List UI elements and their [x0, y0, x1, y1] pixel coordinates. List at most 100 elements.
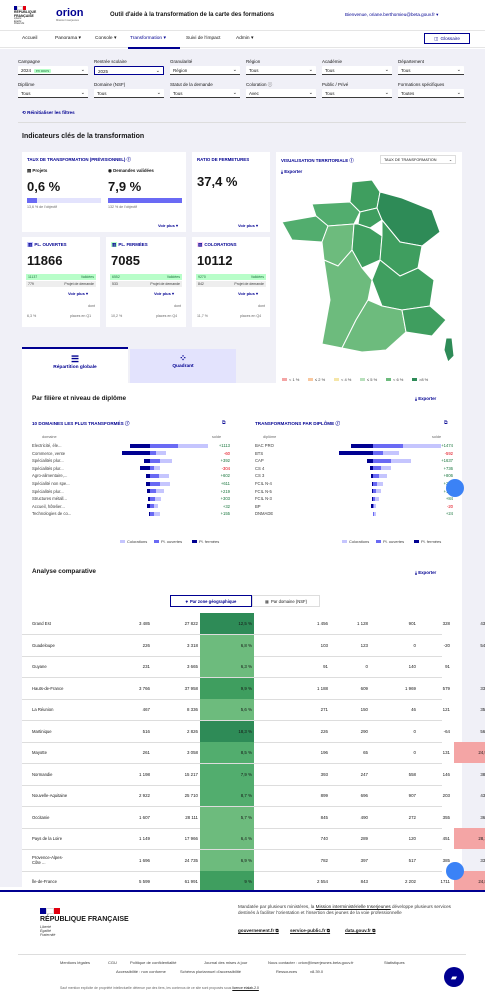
info-icon[interactable]: ⓘ	[126, 157, 132, 162]
bar-pl-ouvertes[interactable]	[150, 496, 155, 501]
voir-plus-button[interactable]: Voir plus ▾	[238, 223, 258, 228]
bar-colorations[interactable]	[154, 511, 160, 516]
footer-schema-accessibilite[interactable]: Schéma pluriannuel d'accessibilité	[180, 969, 242, 974]
floating-action-dot[interactable]	[446, 479, 464, 497]
bar-pl-ouvertes[interactable]	[373, 466, 381, 471]
nav-panorama[interactable]: Panorama ▾	[55, 36, 81, 41]
bar-pl-fermees[interactable]	[367, 458, 373, 463]
filter-departement-select[interactable]: Tous ⌄	[398, 66, 464, 75]
filter-formations-spec-select[interactable]: Toutes ⌄	[398, 89, 464, 98]
france-map[interactable]	[282, 180, 458, 365]
map-indicator-select[interactable]: TAUX DE TRANSFORMATION ⌄	[380, 155, 456, 164]
bar-pl-ouvertes[interactable]	[373, 504, 374, 509]
filter-academie-select[interactable]: Tous ⌄	[322, 66, 392, 75]
chat-button[interactable]: ▰	[444, 967, 464, 987]
bar-colorations[interactable]	[374, 511, 376, 516]
bar-colorations[interactable]	[375, 496, 379, 501]
bar-pl-fermees[interactable]	[351, 443, 373, 448]
tab-par-zone[interactable]: ⌖ Par zone géographique	[170, 595, 252, 607]
bar-colorations[interactable]	[383, 451, 399, 456]
filter-public-prive-select[interactable]: Tous ⌄	[322, 89, 392, 98]
footer-journal[interactable]: Journal des mises à jour	[204, 960, 248, 965]
table-row[interactable]: Pays de la Loire 1 149 17 966 6,4 % 740 289 12…	[22, 828, 485, 849]
nav-suivi-impact[interactable]: Suivi de l'impact	[186, 36, 221, 41]
bar-pl-ouvertes[interactable]	[150, 473, 159, 478]
bar-pl-fermees[interactable]	[130, 443, 150, 448]
filter-granularite-select[interactable]: Région ⌄	[170, 66, 240, 75]
tab-quadrant[interactable]: ⁘ Quadrant	[130, 349, 236, 383]
bar-colorations[interactable]	[156, 451, 166, 456]
bar-colorations[interactable]	[160, 481, 170, 486]
bar-pl-ouvertes[interactable]	[373, 473, 379, 478]
orion-logo[interactable]: orion Mission Inserjeunes	[56, 7, 84, 23]
tab-par-domaine[interactable]: ▦ Par domaine (NSF)	[252, 595, 320, 607]
inserjeunes-link[interactable]: Mission interministérielle Inserjeunes	[315, 904, 391, 909]
filter-campagne-select[interactable]: 2024 en cours ⌄	[18, 66, 88, 75]
bar-pl-fermees[interactable]	[146, 473, 150, 478]
footer-ressources[interactable]: Ressources	[276, 969, 298, 974]
bar-pl-ouvertes[interactable]	[373, 451, 383, 456]
filter-statut-select[interactable]: Tous ⌄	[170, 89, 240, 98]
footer-mentions-legales[interactable]: Mentions légales	[60, 960, 91, 965]
floating-action-dot[interactable]	[446, 862, 464, 880]
filter-diplome-select[interactable]: Tous ⌄	[18, 89, 88, 98]
nav-accueil[interactable]: Accueil	[22, 36, 38, 41]
bar-pl-ouvertes[interactable]	[150, 458, 160, 463]
info-icon[interactable]: ⓘ	[124, 421, 130, 426]
bar-pl-ouvertes[interactable]	[150, 451, 156, 456]
voir-plus-button[interactable]: Voir plus ▾	[158, 223, 178, 228]
filter-domaine-select[interactable]: Tous ⌄	[94, 89, 164, 98]
bar-colorations[interactable]	[381, 466, 391, 471]
bar-pl-fermees[interactable]	[148, 496, 150, 501]
bar-pl-fermees[interactable]	[372, 481, 373, 486]
bar-pl-fermees[interactable]	[371, 473, 373, 478]
bar-colorations[interactable]	[377, 481, 383, 486]
bar-colorations[interactable]	[403, 443, 441, 448]
expand-icon[interactable]: ⧉	[222, 420, 226, 426]
filter-region-select[interactable]: Tous ⌄	[246, 66, 316, 75]
info-icon[interactable]: ⓘ	[335, 421, 341, 426]
voir-plus-button[interactable]: Voir plus ▾	[154, 291, 174, 296]
bar-pl-fermees[interactable]	[370, 466, 373, 471]
bar-colorations[interactable]	[154, 466, 160, 471]
bar-pl-ouvertes[interactable]	[373, 443, 403, 448]
footer-marianne-logo[interactable]: RÉPUBLIQUE FRANÇAISE Liberté Égalité Fra…	[40, 908, 129, 937]
table-row[interactable]: Île-de-France 5 599 61 991 9 % 2 554 843 2 202…	[22, 871, 485, 892]
bar-pl-fermees[interactable]	[144, 458, 150, 463]
bar-pl-ouvertes[interactable]	[373, 496, 375, 501]
bar-pl-ouvertes[interactable]	[373, 481, 377, 486]
bar-pl-fermees[interactable]	[147, 504, 150, 509]
bar-pl-ouvertes[interactable]	[373, 511, 374, 516]
footer-link-data-gouv[interactable]: data.gouv.fr ⧉	[345, 928, 376, 933]
bar-pl-fermees[interactable]	[149, 511, 150, 516]
bar-pl-ouvertes[interactable]	[150, 466, 154, 471]
marianne-logo[interactable]: RÉPUBLIQUE FRANÇAISE Liberté Égalité Fra…	[14, 6, 36, 25]
bar-colorations[interactable]	[154, 504, 158, 509]
bar-colorations[interactable]	[155, 496, 161, 501]
table-row[interactable]: Provence-Alpes-Côte ... 1 696 24 735 6,9 % 7…	[22, 849, 485, 871]
bar-pl-fermees[interactable]	[146, 481, 150, 486]
bar-pl-ouvertes[interactable]	[150, 489, 156, 494]
voir-plus-button[interactable]: Voir plus ▾	[68, 291, 88, 296]
tab-repartition-globale[interactable]: ☰ Répartition globale	[22, 347, 128, 383]
bar-pl-ouvertes[interactable]	[150, 504, 154, 509]
export-button[interactable]: ⤓ Exporter	[415, 396, 437, 401]
bar-pl-fermees[interactable]	[339, 451, 373, 456]
info-icon[interactable]: ⓘ	[349, 158, 354, 163]
bar-colorations[interactable]	[160, 458, 172, 463]
bar-pl-ouvertes[interactable]	[150, 481, 160, 486]
reset-filters-button[interactable]: ⟲ Réinitialiser les filtres	[22, 110, 75, 115]
export-button[interactable]: ⤓ Exporter	[281, 169, 303, 174]
footer-confidentialite[interactable]: Politique de confidentialité	[130, 960, 177, 965]
bar-colorations[interactable]	[391, 458, 411, 463]
table-row[interactable]: Nouvelle-Aquitaine 2 922 25 710 8,7 % 899 696…	[22, 785, 485, 806]
bar-pl-ouvertes[interactable]	[373, 489, 376, 494]
bar-pl-fermees[interactable]	[140, 466, 150, 471]
nav-admin[interactable]: Admin ▾	[236, 36, 254, 41]
footer-statistiques[interactable]: Statistiques	[384, 960, 405, 965]
